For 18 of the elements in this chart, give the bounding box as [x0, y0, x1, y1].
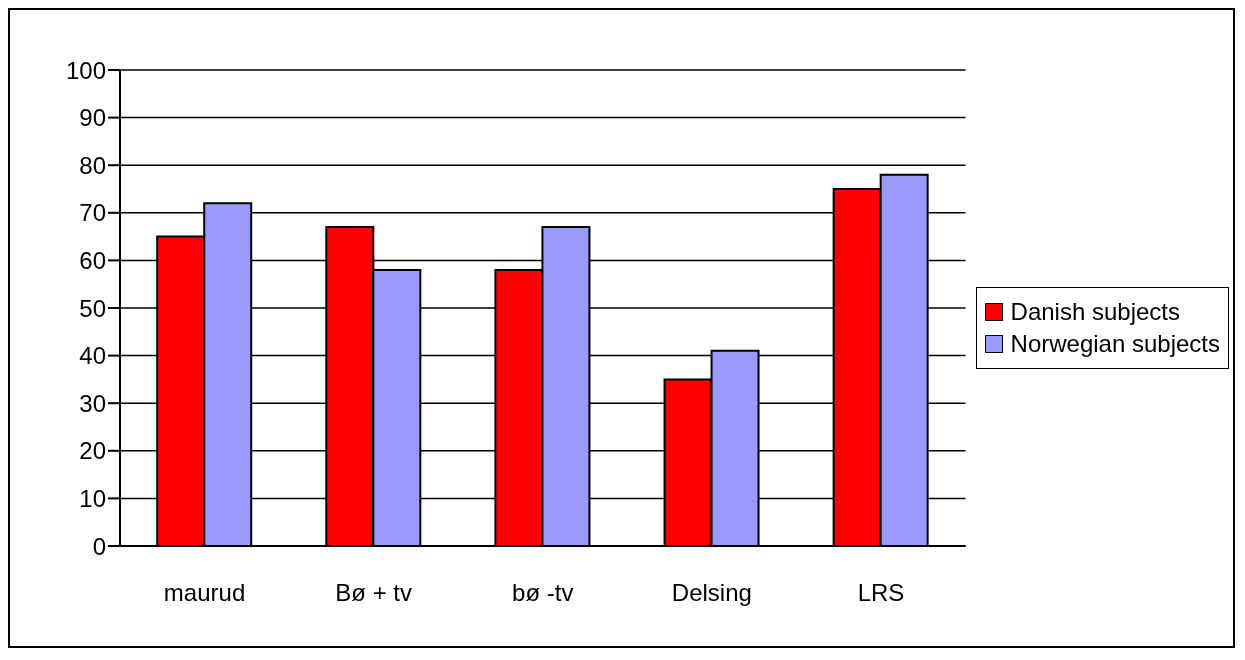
x-tick-label: Delsing — [671, 579, 752, 607]
y-tick-label: 100 — [65, 56, 106, 84]
y-tick-label: 10 — [79, 484, 106, 512]
y-tick-label: 80 — [79, 151, 106, 179]
legend-label: Danish subjects — [1010, 298, 1180, 326]
y-tick-label: 30 — [79, 389, 106, 417]
y-tick-label: 0 — [92, 532, 106, 560]
x-tick-label: bø -tv — [512, 579, 574, 607]
x-tick-label: maurud — [163, 579, 246, 607]
x-tick-label: LRS — [857, 579, 905, 607]
y-tick-label: 70 — [79, 199, 106, 227]
y-tick-label: 60 — [79, 246, 106, 274]
x-tick-label: Bø + tv — [335, 579, 413, 607]
y-tick-label: 90 — [79, 104, 106, 132]
y-tick-label: 20 — [79, 437, 106, 465]
y-tick-label: 40 — [79, 342, 106, 370]
legend-label: Norwegian subjects — [1010, 330, 1220, 358]
y-tick-label: 50 — [79, 294, 106, 322]
